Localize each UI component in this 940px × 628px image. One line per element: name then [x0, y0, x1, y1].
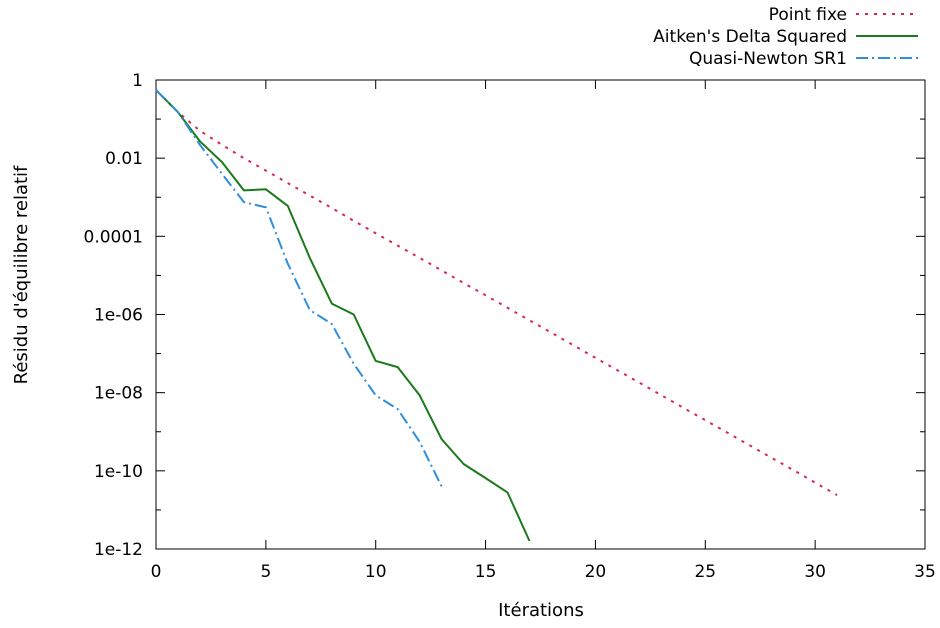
- y-tick-label: 1e-10: [94, 462, 143, 482]
- x-tick-label: 25: [694, 562, 716, 582]
- series-line-2: [155, 89, 531, 542]
- x-axis-label: Itérations: [498, 600, 584, 621]
- y-tick-label: 1e-08: [94, 384, 143, 404]
- series-group: [155, 89, 838, 542]
- x-tick-label: 0: [151, 562, 162, 582]
- y-axis-label: Résidu d'équilibre relatif: [11, 165, 32, 384]
- legend-label-3: Quasi-Newton SR1: [689, 49, 847, 69]
- x-tick-label: 30: [804, 562, 826, 582]
- legend-label-2: Aitken's Delta Squared: [653, 27, 847, 47]
- series-line-1: [155, 89, 838, 496]
- x-tick-label: 5: [260, 562, 271, 582]
- legend-label-1: Point fixe: [769, 5, 847, 25]
- y-tick-label: 1: [132, 71, 143, 91]
- y-tick-label: 1e-12: [94, 540, 143, 560]
- x-tick-label: 15: [475, 562, 497, 582]
- series-line-3: [155, 89, 443, 487]
- y-tick-label: 0.01: [105, 149, 143, 169]
- x-tick-label: 10: [365, 562, 387, 582]
- x-tick-label: 20: [585, 562, 607, 582]
- y-tick-label: 1e-06: [94, 306, 143, 326]
- plot-frame: [155, 79, 926, 550]
- ticks-group: 0 5 10 15 20 25 30 35 1 0.01 0.0001 1e-06 1e-08 1e-10…: [84, 71, 936, 582]
- y-tick-label: 0.0001: [84, 227, 143, 247]
- x-tick-label: 35: [914, 562, 936, 582]
- plot-frame-group: [155, 79, 926, 550]
